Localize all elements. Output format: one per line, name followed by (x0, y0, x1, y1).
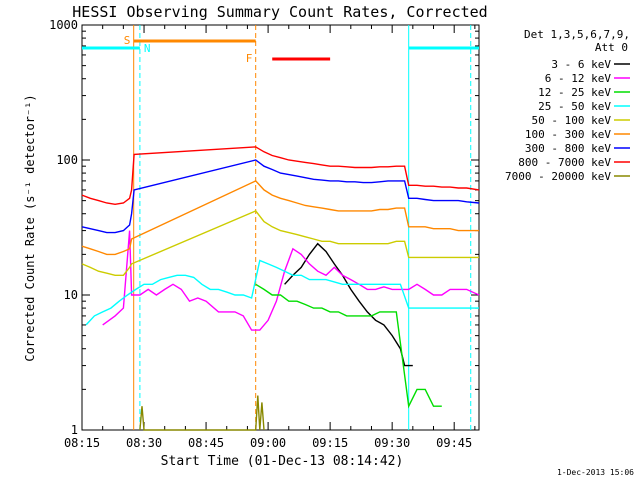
series-line (81, 210, 479, 276)
series-line (139, 395, 265, 431)
y-tick-label: 1000 (49, 18, 78, 32)
x-tick-label: 09:15 (312, 436, 348, 450)
y-tick-label: 1 (71, 423, 78, 437)
legend-header-1: Det 1,3,5,6,7,9, (524, 28, 630, 41)
x-tick-label: 09:00 (250, 436, 286, 450)
attenuator-marker-label: S (124, 34, 131, 47)
x-tick-label: 09:30 (374, 436, 410, 450)
data-series (81, 146, 480, 431)
legend-entry-label: 25 - 50 keV (538, 100, 611, 113)
legend-entry-label: 12 - 25 keV (538, 86, 611, 99)
footer-date: 1-Dec-2013 15:06 (557, 468, 634, 477)
series-line (85, 259, 479, 326)
legend-entry-label: 100 - 300 keV (525, 128, 611, 141)
chart-title: HESSI Observing Summary Count Rates, Cor… (72, 3, 487, 21)
x-tick-label: 08:30 (126, 436, 162, 450)
legend-header-2: Att 0 (595, 41, 628, 54)
series-line (81, 146, 480, 206)
legend-entry-label: 50 - 100 keV (532, 114, 612, 127)
y-axis-label: Corrected Count Rate (s⁻¹ detector⁻¹) (23, 94, 37, 361)
attenuator-marker-label: F (246, 52, 253, 65)
series-line (255, 283, 442, 409)
x-tick-label: 08:15 (64, 436, 100, 450)
series-line (81, 180, 479, 256)
x-tick-label: 09:45 (436, 436, 472, 450)
legend-entry-label: 800 - 7000 keV (518, 156, 611, 169)
x-axis-label: Start Time (01-Dec-13 08:14:42) (161, 454, 404, 469)
series-line (81, 159, 480, 234)
legend-entry-label: 3 - 6 keV (551, 58, 611, 71)
orbit-intervals: SN F (82, 34, 479, 65)
legend-entry-label: 300 - 800 keV (525, 142, 611, 155)
y-tick-label: 100 (56, 153, 78, 167)
series-line (284, 242, 413, 367)
attenuator-marker-label: N (144, 42, 151, 55)
series-line (102, 230, 480, 331)
x-tick-label: 08:45 (188, 436, 224, 450)
legend-entry-label: 6 - 12 keV (545, 72, 612, 85)
x-axis: 08:15 08:30 08:45 09:00 09:15 09:30 09:45 (64, 25, 476, 450)
y-tick-label: 10 (64, 288, 78, 302)
legend-entry-label: 7000 - 20000 keV (505, 170, 611, 183)
